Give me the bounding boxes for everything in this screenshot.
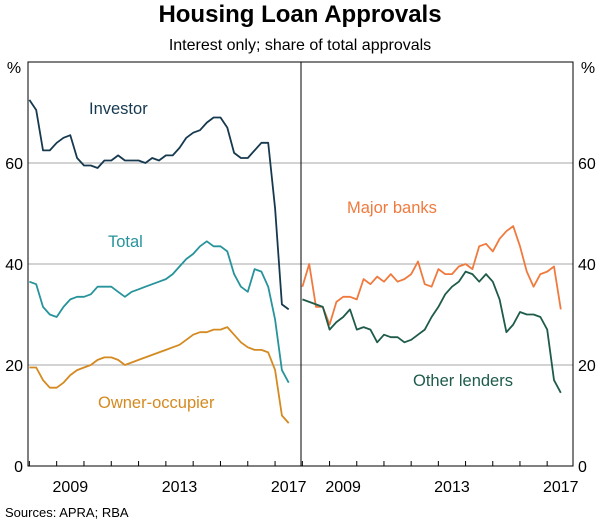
x-tick-label: 2013: [162, 479, 198, 496]
source-note: Sources: APRA; RBA: [5, 505, 129, 520]
y-tick-label-left: 20: [5, 358, 23, 375]
series-line-other_lenders: [302, 270, 562, 394]
y-tick-label-right: 20: [578, 358, 596, 375]
series-line-investor: [28, 99, 290, 311]
label-total: Total: [108, 233, 143, 251]
chart-title: Housing Loan Approvals: [158, 1, 441, 28]
y-unit-left: %: [7, 60, 21, 77]
series-line-total: [29, 240, 290, 384]
y-unit-right: %: [581, 60, 595, 77]
y-tick-label-right: 60: [578, 156, 596, 173]
x-tick-label: 2017: [543, 479, 579, 496]
series-line-major_banks: [301, 225, 562, 326]
y-tick-label-left: 40: [5, 257, 23, 274]
label-major-banks: Major banks: [347, 199, 437, 217]
x-tick-label: 2009: [53, 479, 89, 496]
y-tick-label-left: 60: [5, 156, 23, 173]
x-tick-label: 2013: [434, 479, 470, 496]
x-tick-label: 2017: [271, 479, 307, 496]
label-owner-occupier: Owner-occupier: [98, 394, 215, 412]
y-tick-label-left: 0: [14, 459, 23, 476]
y-tick-label-right: 40: [578, 257, 596, 274]
label-other-lenders: Other lenders: [413, 372, 513, 390]
axis-ticks: 0 0 20 20 40 40 60 60 2009 2013 2017 2009 2013 2017: [5, 156, 596, 496]
label-investor: Investor: [89, 100, 148, 118]
y-tick-label-right: 0: [578, 459, 587, 476]
series-lines: [28, 99, 562, 424]
x-tick-label: 2009: [325, 479, 361, 496]
chart-subtitle: Interest only; share of total approvals: [169, 37, 431, 54]
series-line-owner_occupier: [29, 326, 290, 424]
